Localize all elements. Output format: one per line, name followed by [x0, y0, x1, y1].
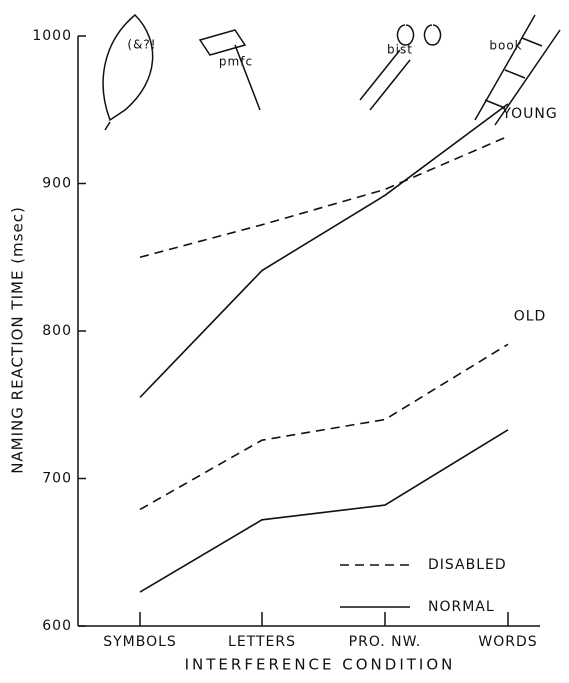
scissors-icon: [359, 24, 442, 111]
hammer-icon: [198, 29, 261, 111]
y-tick-label: 900: [42, 176, 72, 192]
line: [139, 103, 509, 398]
x-tick-label: LETTERS: [228, 634, 296, 650]
ladder-icon: [474, 14, 561, 126]
x-tick-label: SYMBOLS: [103, 634, 177, 650]
picture-label: bist: [387, 43, 413, 57]
line: [139, 429, 509, 593]
x-tick-label: PRO. NW.: [349, 634, 422, 650]
picture-label: book: [489, 39, 522, 53]
x-tick-label: WORDS: [478, 634, 537, 650]
line: [139, 343, 509, 511]
group-label: YOUNG: [501, 106, 557, 122]
icons: [102, 13, 561, 131]
legend-label: NORMAL: [428, 599, 495, 615]
picture-label: pmfc: [219, 55, 253, 69]
legend-label: DISABLED: [428, 557, 507, 573]
y-axis-label: NAMING REACTION TIME (msec): [9, 206, 27, 474]
y-tick-label: 700: [42, 471, 72, 487]
x-axis-label: INTERFERENCE CONDITION: [185, 656, 456, 674]
y-tick-label: 800: [42, 323, 72, 339]
y-tick-label: 1000: [32, 28, 72, 44]
line: [139, 135, 509, 259]
leaf-icon: [102, 13, 154, 131]
picture-label: (&?!: [127, 38, 156, 52]
y-tick-label: 600: [42, 618, 72, 634]
group-label: OLD: [514, 308, 547, 324]
